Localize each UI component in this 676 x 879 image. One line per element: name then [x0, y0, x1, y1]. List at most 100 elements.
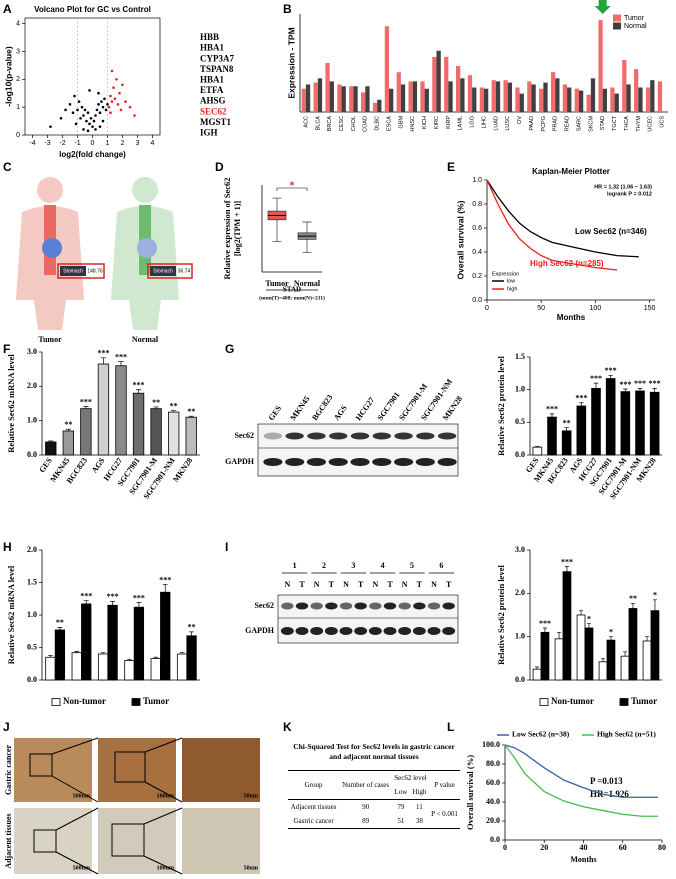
gene-label: AHSG [200, 96, 226, 106]
error-bar [608, 374, 613, 379]
annotation: HR=1.926 [590, 789, 629, 799]
bar [185, 416, 197, 456]
x-tick-label: THYM [636, 116, 642, 132]
x-tick-label: LAML [458, 116, 464, 130]
bar [642, 640, 652, 681]
zoom-box [111, 823, 145, 857]
y-tick-label: 0.0 [515, 675, 525, 684]
bar [547, 416, 557, 456]
significance-label: *** [133, 593, 145, 602]
bar [45, 441, 57, 456]
band [328, 458, 348, 466]
lane-label: GES [267, 403, 284, 422]
gene-label: CYP3A7 [200, 53, 234, 63]
significance-label: *** [575, 394, 587, 403]
bar [115, 365, 127, 456]
legend-label: high [507, 286, 517, 292]
bar [313, 82, 318, 112]
gene-label: HBA1 [200, 74, 225, 84]
y-axis-label: Relative Sec62 mRNA level [6, 354, 16, 453]
point [133, 114, 136, 117]
gene-label: ETFA [200, 85, 224, 95]
significance-label: *** [546, 405, 558, 414]
legend-title: Expression [492, 271, 519, 277]
panel-label: J [3, 720, 10, 734]
band [350, 458, 370, 466]
bar [45, 656, 56, 681]
bar [444, 56, 449, 112]
x-tick-label: READ [565, 116, 571, 131]
scale-label: 500um [73, 865, 90, 871]
point [115, 77, 118, 81]
bar [150, 658, 161, 681]
error-bar [593, 382, 599, 389]
point [107, 105, 111, 109]
bar [532, 668, 542, 681]
cell: Gastric cancer [288, 813, 340, 829]
band [325, 602, 338, 610]
panel-label: B [283, 2, 292, 16]
gene-label: HBA1 [200, 43, 225, 53]
bar [353, 86, 358, 112]
band [354, 627, 368, 635]
error-bar [630, 602, 635, 609]
bar [150, 408, 162, 456]
x-tick-label: Tumor [265, 279, 289, 288]
band [442, 602, 455, 610]
band [393, 458, 414, 466]
bar [460, 78, 465, 112]
legend-swatch [613, 14, 621, 22]
error-bar [586, 623, 591, 628]
y-tick-label: 1.0 [27, 415, 37, 424]
x-axis-label: Months [570, 855, 596, 864]
zoom-line [55, 807, 99, 831]
survival-line [486, 179, 618, 271]
band [394, 432, 413, 440]
x-tick-label: -3 [44, 140, 50, 147]
significance-label: ** [187, 407, 195, 416]
point [64, 108, 67, 112]
bar [484, 88, 489, 112]
ihc-image [182, 738, 260, 802]
significance-label: *** [634, 379, 646, 388]
bar [614, 93, 619, 112]
point [128, 105, 132, 109]
band [310, 602, 323, 610]
error-bar [74, 651, 80, 653]
organ-value: 36.74 [178, 268, 191, 274]
band [427, 602, 441, 610]
bar [97, 363, 110, 456]
survival-line [504, 744, 659, 798]
x-tick-label: DLBC [375, 116, 381, 131]
header: P value [428, 769, 460, 800]
x-tick-label: 0 [503, 843, 507, 852]
point [89, 116, 93, 120]
x-tick-label: PAAD [529, 116, 535, 131]
y-tick-label: 2.0 [27, 381, 37, 390]
x-tick-label: 20 [540, 843, 548, 852]
bar [531, 84, 536, 112]
y-tick-label: 20.0 [486, 816, 500, 825]
bar [432, 56, 437, 112]
y-tick-label: 1.5 [27, 577, 37, 586]
x-tick-label: COAD [363, 116, 369, 132]
significance-label: ** [56, 618, 64, 627]
point [95, 108, 99, 112]
lane-label: MKN45 [288, 394, 311, 422]
band [372, 458, 392, 466]
significance-label: ** [188, 623, 196, 632]
legend-swatch [131, 698, 141, 706]
y-axis-label: Overall survival (%) [455, 200, 465, 279]
legend-swatch [539, 698, 549, 706]
label-bg [150, 266, 176, 276]
bar [645, 87, 651, 112]
y-axis-label: Expression - TPM [286, 27, 296, 98]
annotation: High Sec62 (n=285) [530, 259, 604, 268]
group-label: 1 [293, 561, 297, 570]
bar [555, 78, 560, 112]
lane-label: T [446, 580, 452, 589]
point [88, 122, 91, 126]
point [82, 114, 85, 117]
band [437, 432, 457, 440]
y-tick-label: 0.0 [27, 675, 37, 684]
